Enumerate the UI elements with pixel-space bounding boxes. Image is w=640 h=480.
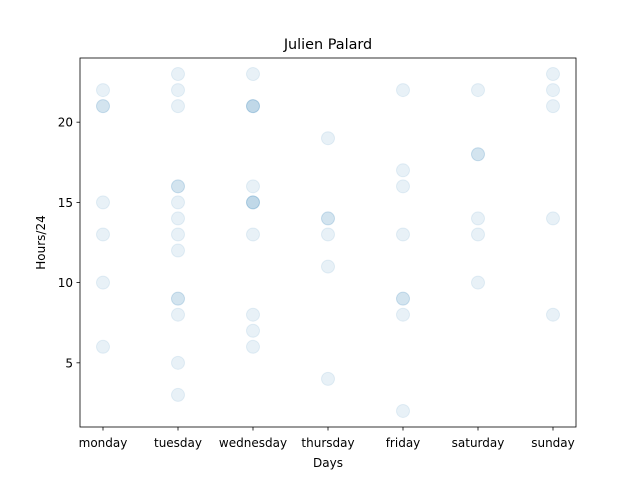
data-point-thursday-14-37 [321,211,335,226]
x-tick-label-thursday: thursday [301,436,354,450]
y-tick-label-20: 20 [58,116,73,130]
data-point-friday-9-42 [396,291,410,306]
x-tick-label-friday: friday [386,436,421,450]
data-point-wednesday-6-21 [246,339,260,354]
data-point-tuesday-12-12 [171,243,185,258]
data-point-saturday-18-51 [471,147,485,162]
data-point-tuesday-13-13 [171,227,185,242]
data-point-wednesday-15-25 [246,195,260,210]
data-point-saturday-18-50 [471,147,485,162]
data-point-friday-2-39 [396,403,410,418]
data-point-friday-13-43 [396,227,410,242]
data-point-thursday-4-33 [321,371,335,386]
data-point-wednesday-21-31 [246,99,260,114]
y-tick-label-15: 15 [58,196,73,210]
data-point-saturday-13-48 [471,227,485,242]
data-point-friday-16-44 [396,179,410,194]
data-point-saturday-14-49 [471,211,485,226]
data-point-wednesday-13-24 [246,227,260,242]
data-point-monday-13-2 [96,227,110,242]
data-point-sunday-23-57 [546,67,560,82]
data-point-monday-21-5 [96,99,110,114]
data-point-thursday-11-34 [321,259,335,274]
y-axis-label: Hours/24 [34,215,48,269]
data-point-monday-6-0 [96,339,110,354]
data-point-friday-17-45 [396,163,410,178]
data-point-tuesday-3-7 [171,387,185,402]
data-point-saturday-10-47 [471,275,485,290]
data-point-tuesday-8-9 [171,307,185,322]
data-point-wednesday-16-28 [246,179,260,194]
data-point-monday-22-6 [96,83,110,98]
data-point-friday-22-46 [396,83,410,98]
data-point-sunday-14-54 [546,211,560,226]
x-axis-label: Days [313,456,343,470]
x-tick-label-monday: monday [79,436,128,450]
x-tick-label-wednesday: wednesday [219,436,287,450]
x-tick-label-tuesday: tuesday [154,436,202,450]
data-point-tuesday-16-17 [171,179,185,194]
data-point-wednesday-15-27 [246,195,260,210]
data-point-sunday-22-56 [546,83,560,98]
data-point-sunday-8-53 [546,307,560,322]
data-point-tuesday-9-10 [171,291,185,306]
data-point-wednesday-23-32 [246,67,260,82]
data-point-monday-10-1 [96,275,110,290]
data-point-wednesday-8-23 [246,307,260,322]
data-point-tuesday-22-19 [171,83,185,98]
x-tick-label-sunday: sunday [531,436,575,450]
data-point-wednesday-21-30 [246,99,260,114]
data-point-tuesday-21-18 [171,99,185,114]
data-point-wednesday-7-22 [246,323,260,338]
x-tick-label-saturday: saturday [452,436,505,450]
data-point-thursday-14-36 [321,211,335,226]
x-axis-ticks: monday tuesday wednesday thursday friday satu… [79,427,575,450]
data-point-sunday-21-55 [546,99,560,114]
data-point-tuesday-15-15 [171,195,185,210]
data-point-friday-8-40 [396,307,410,322]
data-point-tuesday-16-16 [171,179,185,194]
y-axis-ticks: 5 10 15 20 [58,116,80,370]
data-point-friday-9-41 [396,291,410,306]
data-point-tuesday-9-11 [171,291,185,306]
y-tick-label-10: 10 [58,276,73,290]
data-point-monday-15-3 [96,195,110,210]
data-point-monday-21-4 [96,99,110,114]
data-point-wednesday-15-26 [246,195,260,210]
data-point-thursday-19-38 [321,131,335,146]
data-point-thursday-13-35 [321,227,335,242]
data-point-tuesday-23-20 [171,67,185,82]
data-point-saturday-22-52 [471,83,485,98]
data-point-tuesday-14-14 [171,211,185,226]
data-points [96,67,560,418]
chart-title: Julien Palard [283,37,372,53]
y-tick-label-5: 5 [65,356,73,370]
data-point-wednesday-21-29 [246,99,260,114]
data-point-tuesday-5-8 [171,355,185,370]
